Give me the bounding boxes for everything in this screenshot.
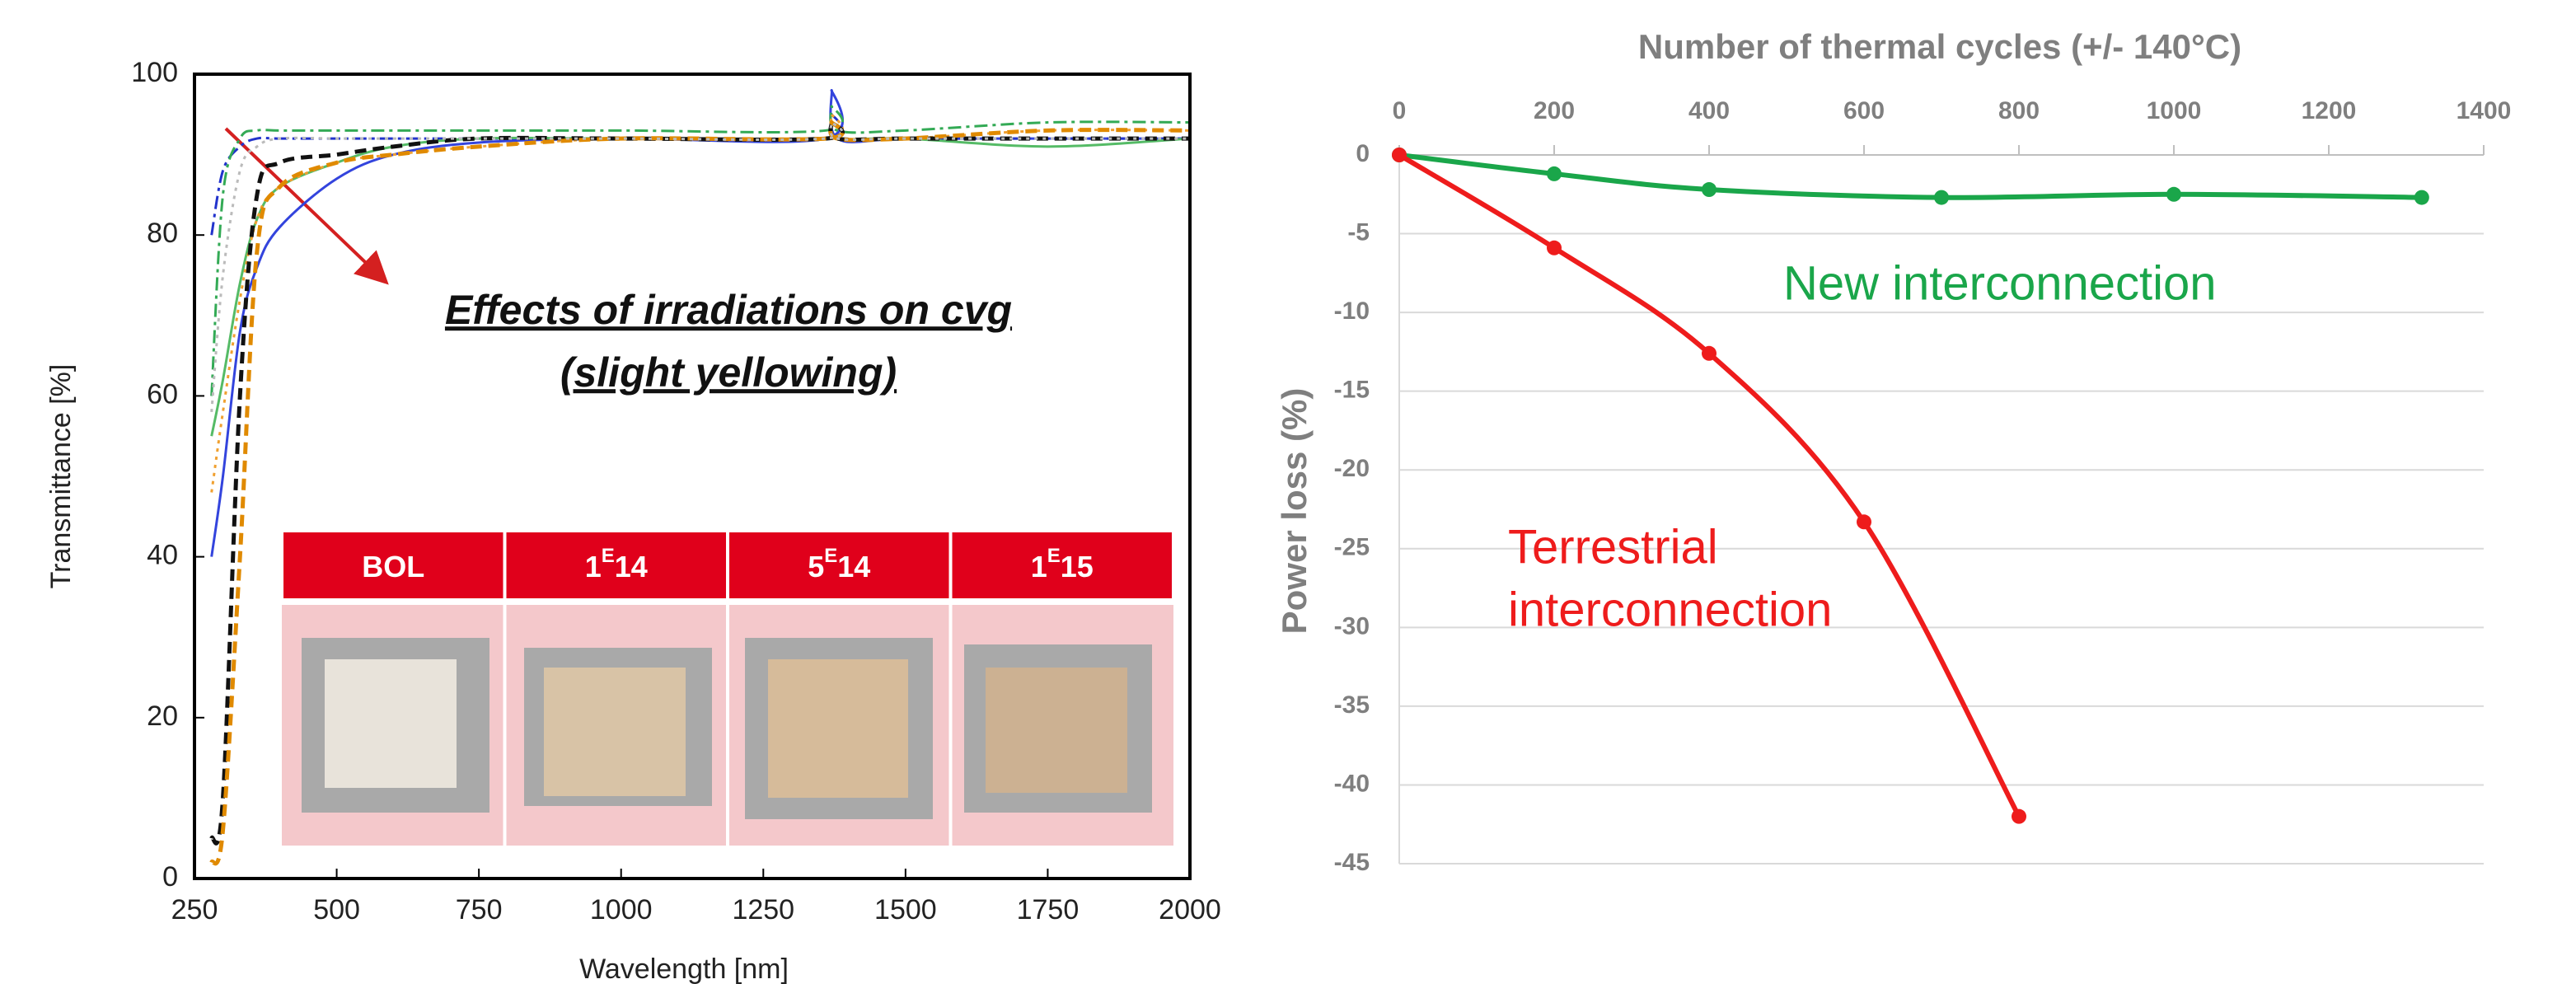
data-point [1547, 166, 1562, 181]
table-header-part: 14 [615, 550, 648, 583]
table-header-part: 14 [837, 550, 870, 583]
x-tick-label: 250 [171, 894, 218, 925]
y-tick-label: -40 [1334, 770, 1370, 797]
y-tick-label: 0 [162, 861, 178, 893]
table-header-cell [729, 532, 949, 598]
table-header-cell [952, 532, 1172, 598]
x-tick-label: 1000 [590, 894, 653, 925]
table-header-part: E [824, 545, 837, 567]
table-header-part: 15 [1061, 550, 1094, 583]
table-header-part: BOL [362, 550, 424, 583]
transmittance-curve [210, 121, 1190, 413]
table-header: BOL [362, 550, 424, 583]
series-label: New interconnection [1783, 256, 2217, 310]
transmittance-curve [209, 120, 1191, 866]
y-axis-label: Transmittance [%] [45, 364, 77, 589]
x-tick-label: 0 [1393, 97, 1407, 124]
series-line [1398, 152, 2021, 818]
annotation: (slight yellowing) [560, 349, 897, 396]
y-tick-label: -5 [1347, 218, 1370, 246]
x-tick-label: 1750 [1017, 894, 1080, 925]
y-tick-label: 20 [147, 701, 178, 732]
x-tick-label: 400 [1688, 97, 1730, 124]
y-tick-label: -20 [1334, 455, 1370, 482]
x-tick-label: 1200 [2302, 97, 2357, 124]
table-header: 1E14 [585, 545, 648, 583]
x-tick-label: 600 [1843, 97, 1885, 124]
x-tick-label: 1400 [2457, 97, 2512, 124]
x-tick-label: 1500 [874, 894, 937, 925]
data-point [1392, 148, 1407, 162]
y-tick-label: -35 [1334, 691, 1370, 719]
x-tick-label: 2000 [1159, 894, 1221, 925]
data-point [1857, 514, 1871, 530]
table-header-part: 1 [1031, 550, 1047, 583]
table-header-part: E [1047, 545, 1061, 567]
x-tick-label: 500 [313, 894, 360, 925]
transmittance-curve [209, 120, 1190, 846]
y-tick-label: -15 [1334, 377, 1370, 404]
table-header-cell [283, 532, 503, 598]
sample-images [302, 638, 1152, 819]
table-header-part: 1 [585, 550, 602, 583]
plot-frame [193, 73, 1192, 880]
series-label: Terrestrial [1508, 520, 1718, 574]
series-label: interconnection [1508, 583, 1832, 636]
x-tick-label: 200 [1534, 97, 1575, 124]
y-axis-label: Power loss (%) [1275, 388, 1314, 635]
y-tick-label: 40 [147, 540, 178, 571]
transmittance-curve [210, 105, 1191, 396]
y-tick-label: -25 [1334, 534, 1370, 561]
table-header-part: 5 [808, 550, 824, 583]
table-header-part: E [602, 545, 615, 567]
annotation: Effects of irradiations on cvg [445, 287, 1012, 333]
y-tick-label: 60 [147, 378, 178, 410]
data-point [2012, 808, 2026, 824]
y-tick-label: 100 [131, 57, 178, 88]
data-point [1934, 190, 1949, 205]
y-tick-label: 0 [1356, 140, 1370, 167]
chart-title: Number of thermal cycles (+/- 140°C) [1638, 27, 2241, 66]
data-point [2414, 190, 2429, 205]
data-point [2166, 186, 2181, 202]
y-tick-label: -30 [1334, 612, 1370, 640]
x-axis-label: Wavelength [nm] [579, 954, 789, 984]
table-header-cell [506, 532, 726, 598]
y-tick-label: -45 [1334, 849, 1370, 876]
data-point [1547, 240, 1562, 255]
table-header: 1E15 [1031, 545, 1094, 583]
y-tick-label: -10 [1334, 298, 1370, 325]
x-tick-label: 1000 [2147, 97, 2202, 124]
y-tick-label: 80 [147, 218, 178, 249]
data-point [1702, 345, 1717, 361]
data-point [1702, 182, 1717, 198]
x-tick-label: 1250 [732, 894, 794, 925]
x-tick-label: 800 [1998, 97, 2040, 124]
x-tick-label: 750 [456, 894, 503, 925]
table-header: 5E14 [808, 545, 870, 583]
